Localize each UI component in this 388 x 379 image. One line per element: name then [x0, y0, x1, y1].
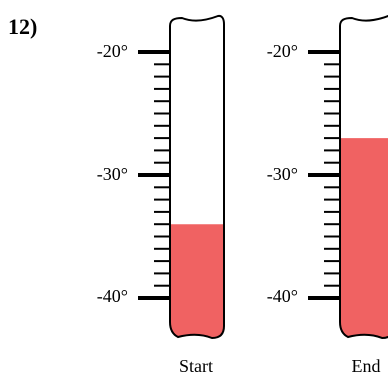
scale-label-minus-30-start: -30° [97, 164, 128, 184]
problem-number: 12) [8, 14, 37, 39]
scale-ticks-end [308, 50, 340, 300]
scale-label-minus-20-start: -20° [97, 41, 128, 61]
temperature-fill-start [170, 224, 224, 338]
scale-label-minus-30-end: -30° [267, 164, 298, 184]
caption-end: End [352, 356, 381, 376]
scale-label-minus-40-start: -40° [97, 286, 128, 306]
thermometer-tube-end [339, 14, 388, 340]
scale-label-minus-20-end: -20° [267, 41, 298, 61]
thermometer-end: -20° -30° -40° End [267, 14, 388, 376]
temperature-fill-end [340, 138, 388, 338]
thermometer-start: -20° -30° -40° Start [97, 14, 225, 376]
scale-ticks-start [138, 50, 170, 300]
caption-start: Start [179, 356, 213, 376]
thermometer-tube-start [169, 14, 225, 340]
scale-label-minus-40-end: -40° [267, 286, 298, 306]
